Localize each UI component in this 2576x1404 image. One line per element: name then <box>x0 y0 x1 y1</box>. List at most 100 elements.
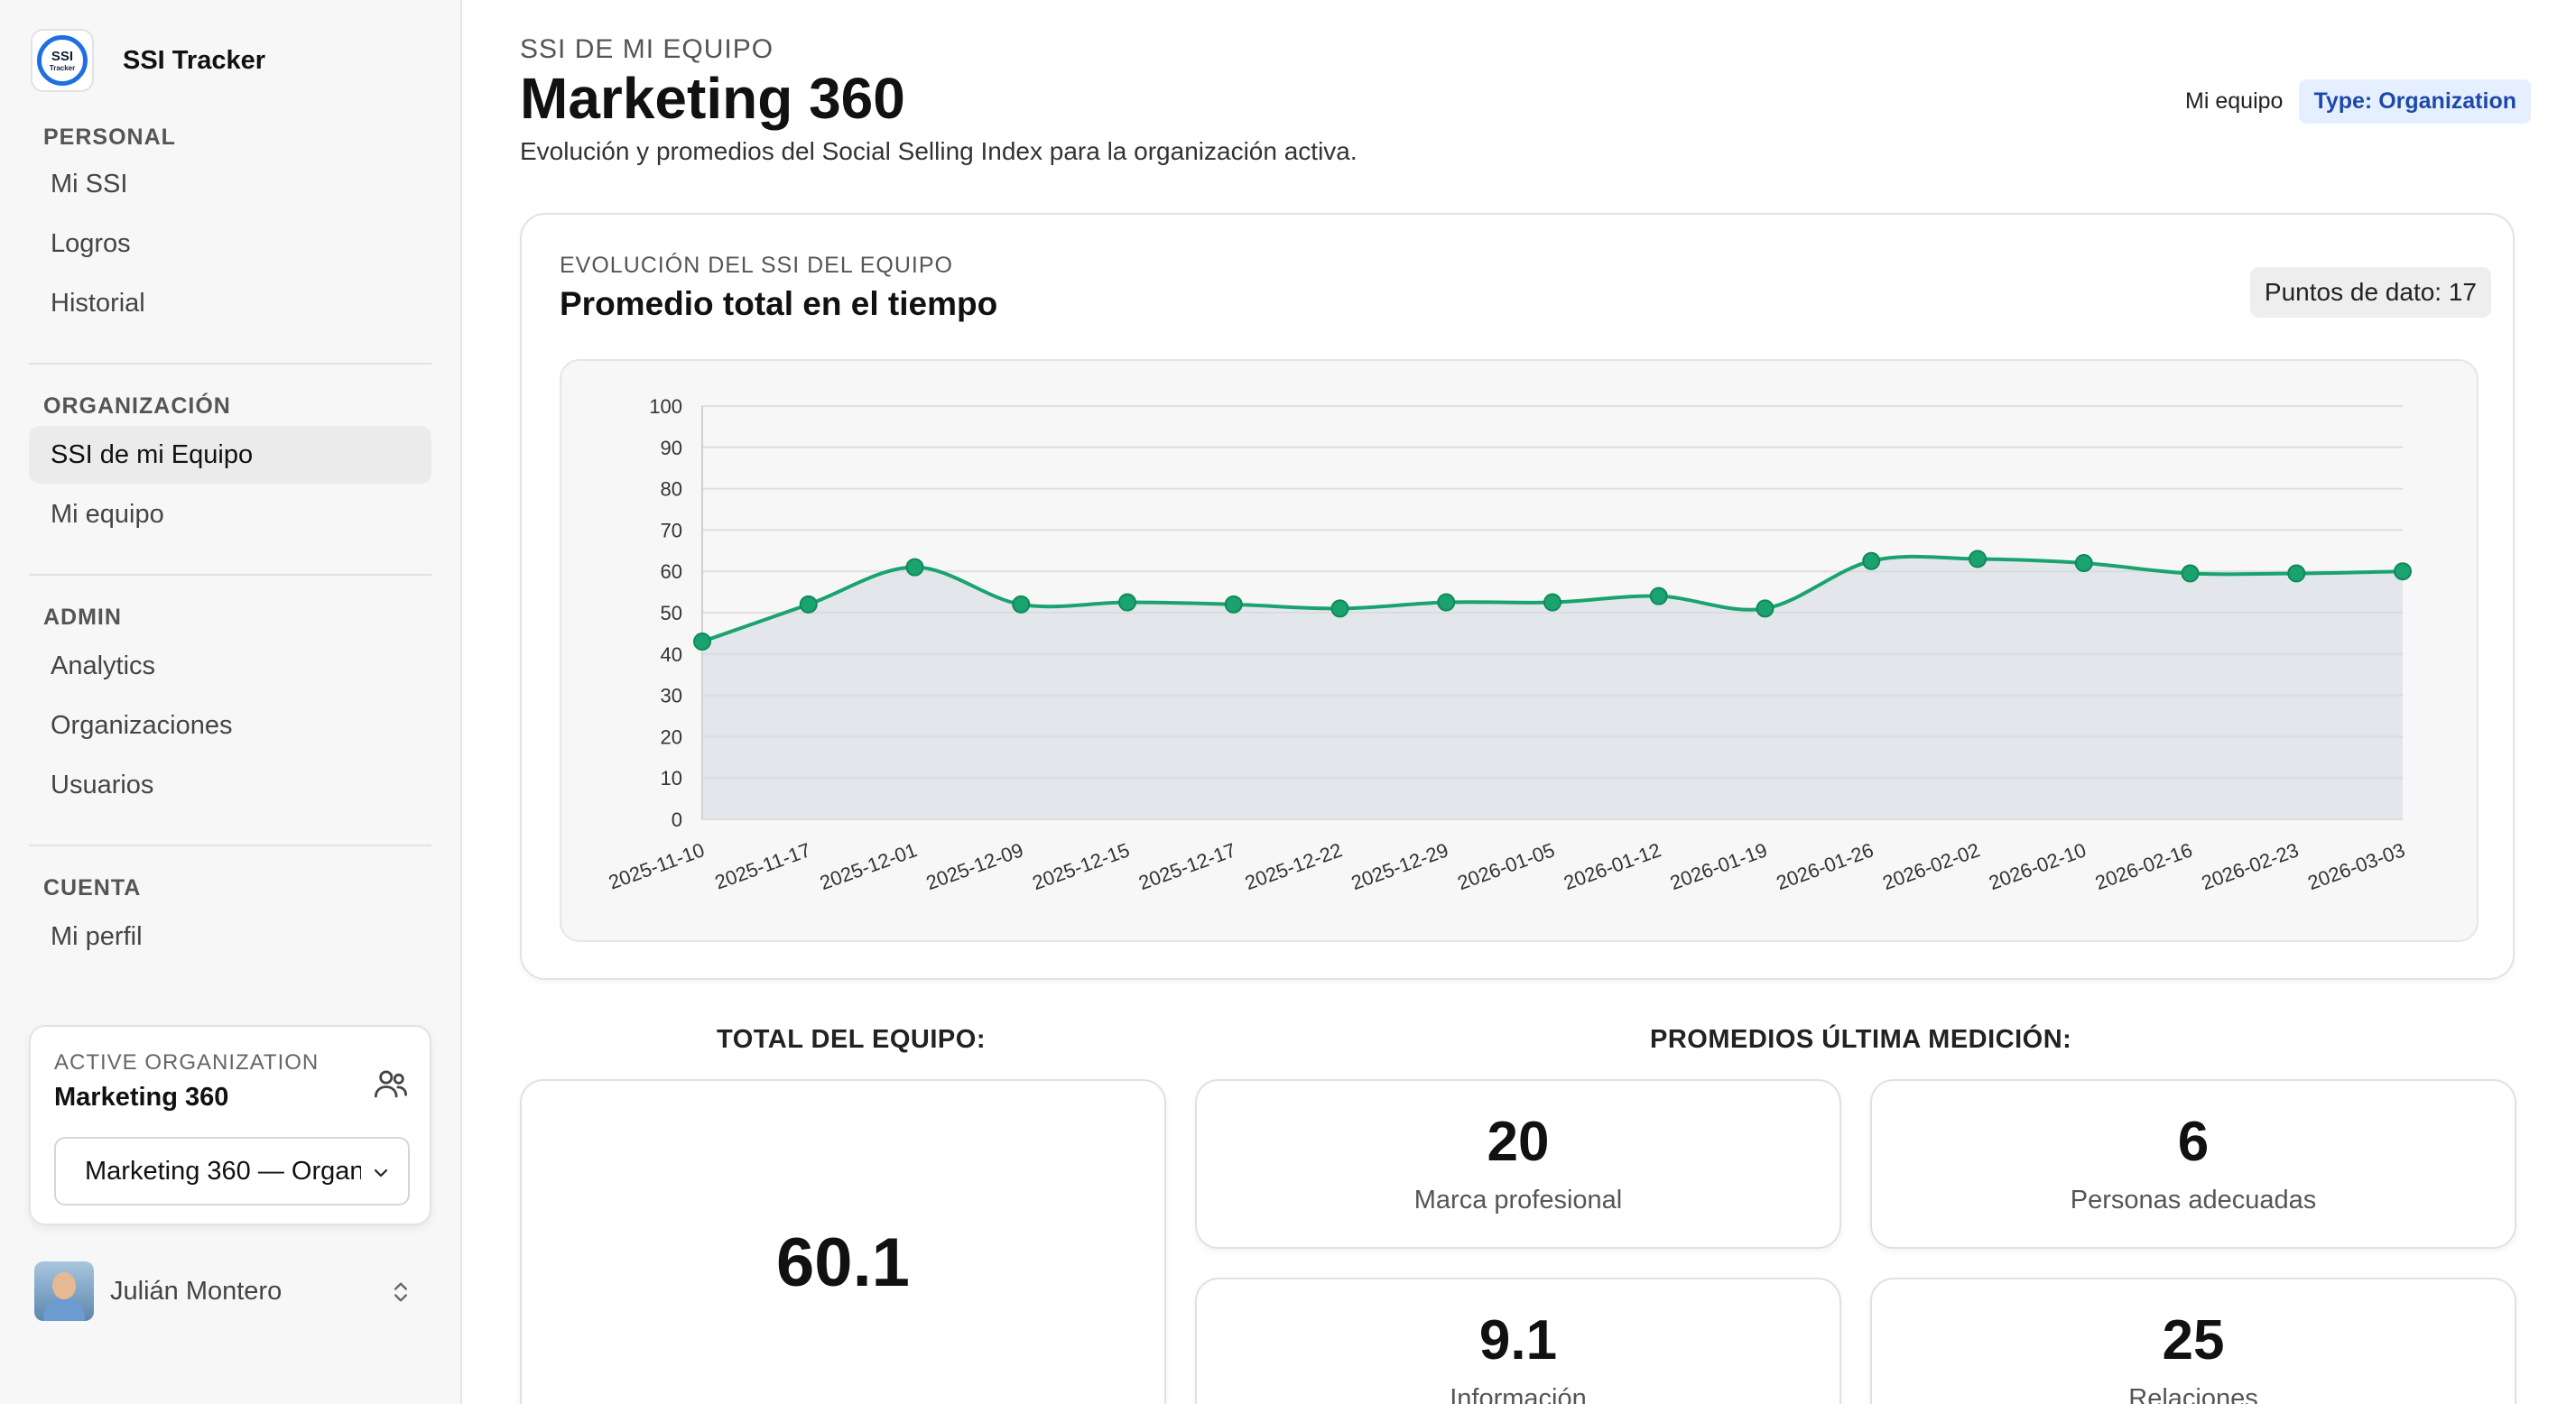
x-tick-label: 2025-12-29 <box>1348 838 1451 894</box>
y-tick-label: 20 <box>661 725 682 748</box>
section-label-organizacion: ORGANIZACIÓN <box>43 393 231 419</box>
x-tick-label: 2025-11-10 <box>606 838 708 893</box>
sidebar-item-historial[interactable]: Historial <box>51 288 145 318</box>
data-point <box>1330 599 1349 618</box>
app-logo: SSI Tracker <box>31 29 94 92</box>
sidebar-item-mi-ssi[interactable]: Mi SSI <box>51 169 128 199</box>
x-tick-label: 2025-12-17 <box>1135 838 1238 894</box>
ssi-evolution-card: EVOLUCIÓN DEL SSI DEL EQUIPO Promedio to… <box>520 213 2515 980</box>
x-tick-label: 2025-12-22 <box>1242 838 1345 894</box>
chart-card-eyebrow: EVOLUCIÓN DEL SSI DEL EQUIPO <box>560 253 953 278</box>
total-card: 60.1 <box>520 1079 1166 1404</box>
page-eyebrow: SSI DE MI EQUIPO <box>520 34 774 64</box>
user-name: Julián Montero <box>110 1276 283 1306</box>
x-tick-label: 2025-12-09 <box>923 838 1026 894</box>
organization-select[interactable]: Marketing 360 — Organization <box>54 1137 410 1205</box>
data-point <box>2287 564 2306 583</box>
sidebar-divider <box>29 363 431 365</box>
total-label: TOTAL DEL EQUIPO: <box>717 1025 986 1054</box>
sidebar-divider <box>29 845 431 846</box>
y-tick-label: 60 <box>661 560 682 583</box>
sidebar-item-usuarios[interactable]: Usuarios <box>51 770 154 799</box>
sidebar: SSI Tracker SSI Tracker PERSONAL Mi SSI … <box>0 0 462 1404</box>
user-menu[interactable]: Julián Montero <box>34 1261 413 1321</box>
data-point <box>1543 593 1561 612</box>
data-point <box>1437 593 1456 612</box>
data-point <box>1756 599 1774 618</box>
stat-label: Marca profesional <box>1413 1186 1623 1215</box>
y-tick-label: 100 <box>649 395 682 418</box>
main-content: SSI DE MI EQUIPO Marketing 360 Evolución… <box>462 0 2576 1404</box>
active-organization-card: ACTIVE ORGANIZATION Marketing 360 Market… <box>29 1025 431 1225</box>
sidebar-item-logros[interactable]: Logros <box>51 228 131 258</box>
users-icon <box>374 1070 408 1098</box>
org-card-name: Marketing 360 <box>54 1083 229 1112</box>
org-card-label: ACTIVE ORGANIZATION <box>54 1050 320 1075</box>
sidebar-item-organizaciones[interactable]: Organizaciones <box>51 710 233 740</box>
logo-text: SSI <box>51 48 74 64</box>
x-tick-label: 2026-01-12 <box>1561 838 1663 894</box>
sidebar-item-ssi-de-mi-equipo[interactable]: SSI de mi Equipo <box>29 426 431 484</box>
stat-value: 6 <box>2177 1111 2210 1173</box>
x-tick-label: 2025-12-15 <box>1029 838 1132 894</box>
x-tick-label: 2026-03-03 <box>2304 838 2407 894</box>
y-tick-label: 40 <box>661 643 682 666</box>
data-point <box>1012 595 1031 614</box>
stat-card-relaciones: 25 Relaciones <box>1870 1278 2516 1404</box>
chart-area: 0 10 20 30 40 50 60 70 80 90 100 2025-11-10 2025-11-… <box>560 359 2479 942</box>
section-label-cuenta: CUENTA <box>43 875 142 901</box>
data-point <box>1224 595 1243 614</box>
header-actions: Mi equipo Type: Organization <box>2185 79 2531 124</box>
y-tick-label: 0 <box>672 808 682 831</box>
data-point <box>693 633 711 651</box>
data-points-badge: Puntos de dato: 17 <box>2249 267 2491 318</box>
data-point <box>2074 554 2093 573</box>
brand[interactable]: SSI Tracker SSI Tracker <box>31 29 265 92</box>
logo-subtext: Tracker <box>49 63 76 72</box>
sidebar-item-mi-equipo[interactable]: Mi equipo <box>51 499 164 529</box>
section-label-admin: ADMIN <box>43 605 122 630</box>
series-area <box>702 556 2403 819</box>
y-tick-label: 10 <box>661 767 682 790</box>
sidebar-item-analytics[interactable]: Analytics <box>51 651 156 680</box>
x-tick-label: 2026-02-23 <box>2199 838 2302 894</box>
data-point <box>799 595 818 614</box>
stat-card-marca: 20 Marca profesional <box>1195 1079 1841 1249</box>
x-tick-label: 2026-01-26 <box>1774 838 1876 894</box>
stat-value: 20 <box>1487 1111 1550 1173</box>
x-tick-label: 2026-02-10 <box>1986 838 2089 894</box>
data-point <box>1118 593 1136 612</box>
page-title: Marketing 360 <box>520 66 905 131</box>
stat-value: 25 <box>2162 1309 2225 1372</box>
x-tick-label: 2026-02-16 <box>2092 838 2195 894</box>
y-tick-label: 80 <box>661 478 682 501</box>
data-point <box>2181 564 2200 583</box>
chart-card-title: Promedio total en el tiempo <box>560 285 998 322</box>
x-tick-label: 2025-12-01 <box>817 838 920 894</box>
stat-label: Información <box>1450 1384 1587 1404</box>
x-tick-label: 2026-01-19 <box>1667 838 1770 894</box>
chevron-up-down-icon <box>394 1282 407 1302</box>
stat-value: 9.1 <box>1478 1309 1558 1372</box>
y-tick-label: 70 <box>661 519 682 541</box>
line-chart: 0 10 20 30 40 50 60 70 80 90 100 2025-11-10 2025-11-… <box>606 395 2412 894</box>
x-tick-label: 2026-02-02 <box>1879 838 1982 894</box>
type-badge: Type: Organization <box>2299 79 2531 124</box>
data-point <box>1649 587 1668 605</box>
data-point <box>2394 562 2412 581</box>
x-tick-label: 2026-01-05 <box>1454 838 1557 894</box>
avatar <box>34 1261 94 1321</box>
y-tick-label: 30 <box>661 685 682 707</box>
sidebar-item-mi-perfil[interactable]: Mi perfil <box>51 921 143 951</box>
stat-card-informacion: 9.1 Información <box>1195 1278 1841 1404</box>
data-point <box>905 558 924 577</box>
averages-label: PROMEDIOS ÚLTIMA MEDICIÓN: <box>1650 1025 2072 1054</box>
y-tick-label: 90 <box>661 437 682 459</box>
page-description: Evolución y promedios del Social Selling… <box>520 137 1357 165</box>
mi-equipo-link[interactable]: Mi equipo <box>2185 88 2284 114</box>
organization-select-value: Marketing 360 — Organization <box>85 1156 361 1186</box>
section-label-personal: PERSONAL <box>43 125 176 150</box>
x-tick-label: 2025-11-17 <box>712 838 814 893</box>
stat-card-personas: 6 Personas adecuadas <box>1870 1079 2516 1249</box>
y-tick-label: 50 <box>661 602 682 624</box>
